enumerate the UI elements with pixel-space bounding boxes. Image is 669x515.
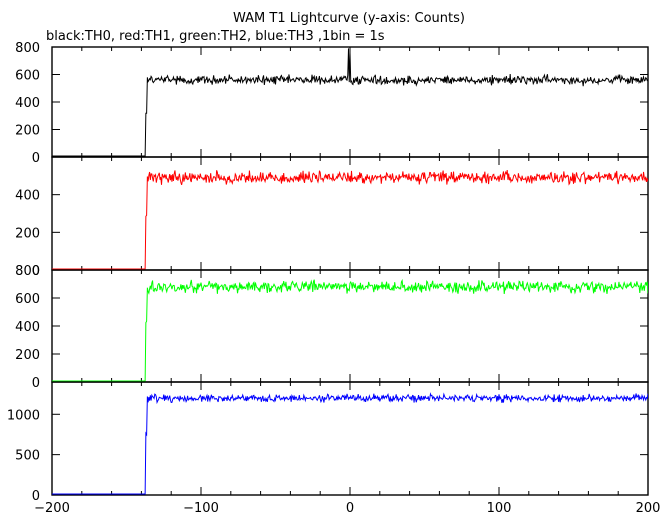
y-tick-label: 800 (15, 264, 40, 279)
y-tick-label: 800 (15, 41, 40, 56)
x-tick-label: 0 (346, 501, 354, 515)
series-line-th0 (52, 48, 648, 157)
y-tick-label: 400 (15, 320, 40, 335)
chart-title: WAM T1 Lightcurve (y-axis: Counts) (233, 11, 465, 26)
chart-subtitle: black:TH0, red:TH1, green:TH2, blue:TH3 … (46, 29, 385, 44)
panel-th1: 0 200 400 (15, 156, 649, 279)
y-tick-label: 600 (15, 292, 40, 307)
panels-group: 0200400600800020040002004006008000500100… (7, 41, 649, 504)
y-tick-label: 600 (15, 69, 40, 84)
panel-frame (51, 156, 649, 271)
y-tick-label: 1000 (7, 408, 40, 423)
y-tick-label: 0 (32, 151, 40, 166)
x-tick-label: 200 (636, 501, 661, 515)
panel-th2: 0 200 400 600 800 (15, 264, 649, 391)
y-tick-label: 200 (15, 348, 40, 363)
x-tick-label: −100 (183, 501, 219, 515)
y-tick-label: 0 (32, 264, 40, 279)
y-tick-label: 400 (15, 96, 40, 111)
x-tick-label: 100 (487, 501, 512, 515)
y-tick-label: 500 (15, 449, 40, 464)
y-tick-label: 200 (15, 124, 40, 139)
series-line-th1 (52, 169, 648, 270)
x-tick-label: −200 (34, 501, 70, 515)
x-axis-labels: −200 −100 0 100 200 (34, 501, 660, 515)
y-tick-label: 0 (32, 376, 40, 391)
panel-th0: 0 200 400 600 800 (15, 41, 649, 166)
series-line-th2 (52, 278, 648, 382)
y-tick-label: 0 (32, 489, 40, 504)
series-line-th3 (52, 392, 648, 495)
y-tick-label: 400 (15, 189, 40, 204)
panel-th3: 0 500 1000 (7, 381, 649, 504)
y-tick-label: 200 (15, 226, 40, 241)
